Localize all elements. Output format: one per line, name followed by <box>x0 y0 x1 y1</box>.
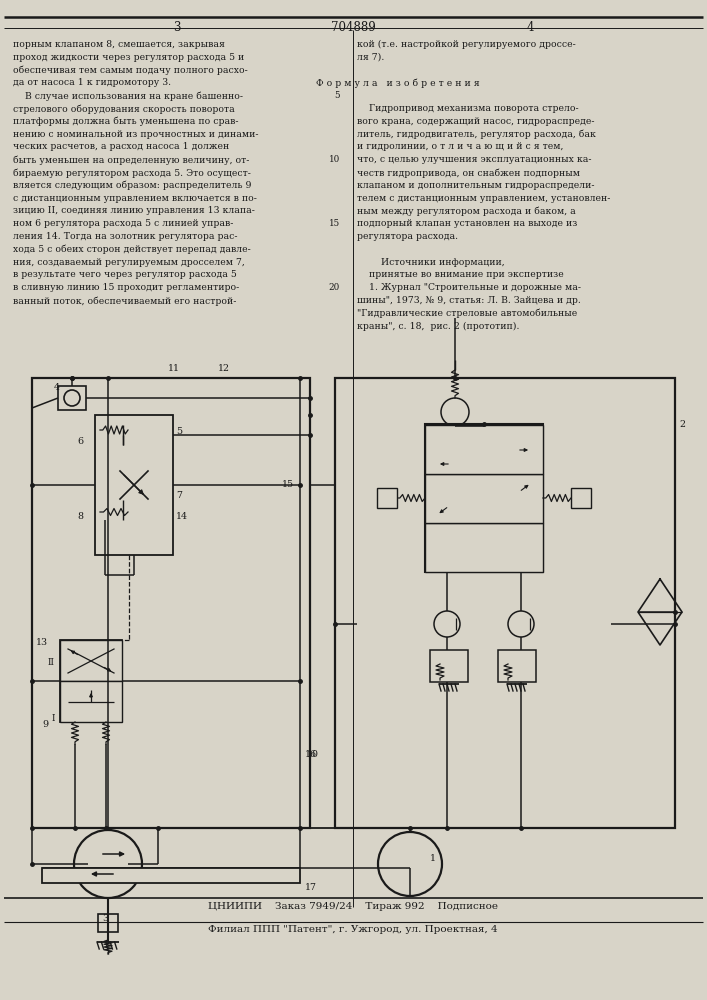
Text: 13: 13 <box>36 638 48 647</box>
Text: ля 7).: ля 7). <box>357 53 385 62</box>
Bar <box>60 640 122 722</box>
Text: 4: 4 <box>54 383 60 392</box>
Bar <box>58 386 86 410</box>
Bar <box>425 424 543 572</box>
Text: 7: 7 <box>176 491 182 500</box>
Text: 3: 3 <box>173 21 181 34</box>
Text: ным между регулятором расхода и баком, а: ным между регулятором расхода и баком, а <box>357 206 575 216</box>
Text: 11: 11 <box>168 364 180 373</box>
Text: порным клапаном 8, смешается, закрывая: порным клапаном 8, смешается, закрывая <box>13 40 225 49</box>
Text: ЦНИИПИ    Заказ 7949/24    Тираж 992    Подписное: ЦНИИПИ Заказ 7949/24 Тираж 992 Подписное <box>208 902 498 911</box>
Text: 2: 2 <box>679 420 685 429</box>
Text: Филиал ППП "Патент", г. Ужгород, ул. Проектная, 4: Филиал ППП "Патент", г. Ужгород, ул. Про… <box>208 925 498 934</box>
Text: в сливную линию 15 проходит регламентиро-: в сливную линию 15 проходит регламентиро… <box>13 283 239 292</box>
Text: Источники информации,: Источники информации, <box>357 258 505 267</box>
Text: 704889: 704889 <box>331 21 375 34</box>
Bar <box>425 523 543 572</box>
Text: обеспечивая тем самым подачу полного расхо-: обеспечивая тем самым подачу полного рас… <box>13 66 247 75</box>
Circle shape <box>64 390 80 406</box>
Text: 4: 4 <box>526 21 534 34</box>
Text: литель, гидродвигатель, регулятор расхода, бак: литель, гидродвигатель, регулятор расход… <box>357 130 596 139</box>
Text: бираемую регулятором расхода 5. Это осущест-: бираемую регулятором расхода 5. Это осущ… <box>13 168 251 178</box>
Text: подпорный клапан установлен на выходе из: подпорный клапан установлен на выходе из <box>357 219 578 228</box>
Text: 17: 17 <box>305 883 317 892</box>
Text: ния, создаваемый регулируемым дросселем 7,: ния, создаваемый регулируемым дросселем … <box>13 258 245 267</box>
Bar <box>60 681 122 722</box>
Bar <box>430 650 468 682</box>
Text: клапаном и дополнительным гидрораспредели-: клапаном и дополнительным гидрораспредел… <box>357 181 595 190</box>
Text: что, с целью улучшения эксплуатационных ка-: что, с целью улучшения эксплуатационных … <box>357 155 592 164</box>
Bar <box>425 474 543 523</box>
Text: 6: 6 <box>77 437 83 446</box>
Text: 9: 9 <box>42 720 48 729</box>
Text: шины", 1973, № 9, статья: Л. В. Зайцева и др.: шины", 1973, № 9, статья: Л. В. Зайцева … <box>357 296 581 305</box>
Circle shape <box>434 611 460 637</box>
Bar <box>95 415 173 555</box>
Text: зицию II, соединяя линию управления 13 клапа-: зицию II, соединяя линию управления 13 к… <box>13 206 255 215</box>
Text: ления 14. Тогда на золотник регулятора рас-: ления 14. Тогда на золотник регулятора р… <box>13 232 238 241</box>
Text: ванный поток, обеспечиваемый его настрой-: ванный поток, обеспечиваемый его настрой… <box>13 296 236 306</box>
Text: телем с дистанционным управлением, установлен-: телем с дистанционным управлением, устан… <box>357 194 610 203</box>
Text: ческих расчетов, а расход насоса 1 должен: ческих расчетов, а расход насоса 1 долже… <box>13 142 229 151</box>
Text: 15: 15 <box>329 219 340 228</box>
Circle shape <box>441 398 469 426</box>
Circle shape <box>508 611 534 637</box>
Text: 20: 20 <box>329 283 340 292</box>
Bar <box>498 650 536 682</box>
Text: хода 5 с обеих сторон действует перепад давле-: хода 5 с обеих сторон действует перепад … <box>13 245 251 254</box>
Text: 3: 3 <box>102 914 108 923</box>
Text: Ф о р м у л а   и з о б р е т е н и я: Ф о р м у л а и з о б р е т е н и я <box>316 78 480 88</box>
Text: быть уменьшен на определенную величину, от-: быть уменьшен на определенную величину, … <box>13 155 250 165</box>
Polygon shape <box>398 848 422 874</box>
Bar <box>377 488 397 508</box>
Text: "Гидравлические стреловые автомобильные: "Гидравлические стреловые автомобильные <box>357 309 577 318</box>
Text: регулятора расхода.: регулятора расхода. <box>357 232 458 241</box>
Circle shape <box>74 830 142 898</box>
Text: в результате чего через регулятор расхода 5: в результате чего через регулятор расход… <box>13 270 237 279</box>
Text: 14: 14 <box>176 512 188 521</box>
Text: 12: 12 <box>218 364 230 373</box>
Bar <box>32 378 310 828</box>
Text: кой (т.е. настройкой регулируемого дроссе-: кой (т.е. настройкой регулируемого дросс… <box>357 40 575 49</box>
Text: да от насоса 1 к гидромотору 3.: да от насоса 1 к гидромотору 3. <box>13 78 171 87</box>
Text: вого крана, содержащий насос, гидрораспреде-: вого крана, содержащий насос, гидрораспр… <box>357 117 595 126</box>
Bar <box>98 914 118 932</box>
Text: ном 6 регулятора расхода 5 с линией управ-: ном 6 регулятора расхода 5 с линией упра… <box>13 219 233 228</box>
Bar <box>571 488 591 508</box>
Text: 5: 5 <box>176 427 182 436</box>
Text: краны", с. 18,  рис. 2 (прототип).: краны", с. 18, рис. 2 (прототип). <box>357 322 520 331</box>
Text: с дистанционным управлением включается в по-: с дистанционным управлением включается в… <box>13 194 257 203</box>
Text: 8: 8 <box>77 512 83 521</box>
Text: принятые во внимание при экспертизе: принятые во внимание при экспертизе <box>357 270 563 279</box>
Text: 1: 1 <box>430 854 436 863</box>
Bar <box>42 868 300 883</box>
Text: 5: 5 <box>334 91 340 100</box>
Text: I: I <box>52 714 56 723</box>
Text: вляется следующим образом: распределитель 9: вляется следующим образом: распределител… <box>13 181 252 190</box>
Text: и гидролинии, о т л и ч а ю щ и й с я тем,: и гидролинии, о т л и ч а ю щ и й с я те… <box>357 142 563 151</box>
Text: Гидропривод механизма поворота стрело-: Гидропривод механизма поворота стрело- <box>357 104 578 113</box>
Text: нению с номинальной из прочностных и динами-: нению с номинальной из прочностных и дин… <box>13 130 259 139</box>
Text: 16: 16 <box>305 750 317 759</box>
Text: В случае использования на кране башенно-: В случае использования на кране башенно- <box>13 91 243 101</box>
Text: 1. Журнал "Строительные и дорожные ма-: 1. Журнал "Строительные и дорожные ма- <box>357 283 581 292</box>
Circle shape <box>378 832 442 896</box>
Text: 15: 15 <box>282 480 294 489</box>
Text: платформы должна быть уменьшена по срав-: платформы должна быть уменьшена по срав- <box>13 117 238 126</box>
Text: II: II <box>48 658 55 667</box>
Text: проход жидкости через регулятор расхода 5 и: проход жидкости через регулятор расхода … <box>13 53 244 62</box>
Text: 10: 10 <box>329 155 340 164</box>
Bar <box>335 378 675 828</box>
Text: 10: 10 <box>307 750 319 759</box>
Text: честв гидропривода, он снабжен подпорным: честв гидропривода, он снабжен подпорным <box>357 168 580 178</box>
Text: стрелового оборудования скорость поворота: стрелового оборудования скорость поворот… <box>13 104 235 113</box>
Bar <box>60 640 122 681</box>
Bar <box>425 425 543 474</box>
